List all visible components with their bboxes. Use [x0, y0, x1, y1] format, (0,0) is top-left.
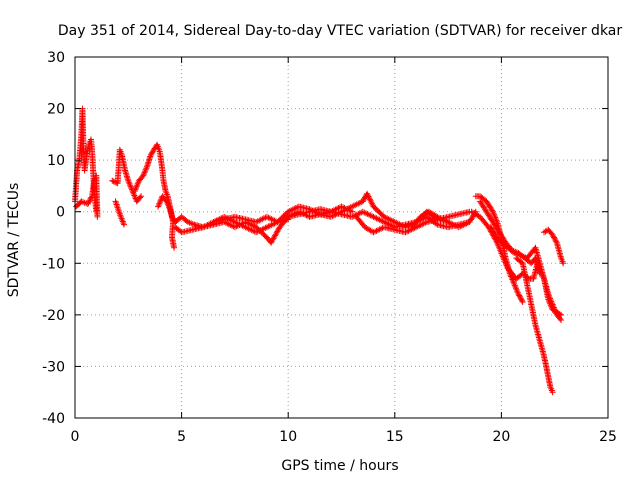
satellite-track: [155, 193, 178, 251]
satellite-track: [477, 198, 543, 277]
plot-frame: [74, 56, 609, 419]
y-tick-label: 20: [47, 102, 65, 118]
track-markers: [112, 198, 127, 228]
y-tick-label: -40: [42, 411, 65, 427]
x-tick-label: 15: [386, 429, 404, 445]
x-axis-label: GPS time / hours: [281, 458, 398, 474]
track-markers: [513, 255, 556, 396]
y-tick-label: -30: [42, 359, 65, 375]
y-axis-label: SDTVAR / TECUs: [6, 183, 22, 298]
satellite-track: [131, 141, 292, 231]
data-points: [72, 105, 567, 396]
x-tick-label: 0: [71, 429, 80, 445]
satellite-track: [408, 208, 479, 231]
y-tick-label: 0: [56, 205, 65, 221]
track-markers: [477, 198, 543, 277]
track-markers: [131, 141, 292, 231]
y-tick-label: 10: [47, 153, 65, 169]
track-markers: [73, 172, 101, 220]
satellite-track: [112, 198, 127, 228]
track-markers: [541, 226, 567, 267]
track-markers: [155, 193, 178, 251]
x-tick-label: 10: [279, 429, 297, 445]
y-tick-label: -10: [42, 256, 65, 272]
satellite-track: [109, 146, 145, 205]
y-tick-label: -20: [42, 308, 65, 324]
x-tick-label: 20: [492, 429, 510, 445]
chart-title: Day 351 of 2014, Sidereal Day-to-day VTE…: [58, 23, 623, 39]
x-tick-label: 25: [599, 429, 617, 445]
track-markers: [109, 146, 145, 205]
track-markers: [408, 208, 479, 231]
grid-lines: [75, 57, 608, 418]
x-tick-label: 5: [177, 429, 186, 445]
satellite-track: [513, 255, 556, 396]
satellite-track: [73, 172, 101, 220]
y-tick-label: 30: [47, 50, 65, 66]
satellite-track: [541, 226, 567, 267]
axis-ticks: 0 5 10 15 20 25 -40 -30 -20 -10 0 10 20 30: [42, 50, 617, 445]
